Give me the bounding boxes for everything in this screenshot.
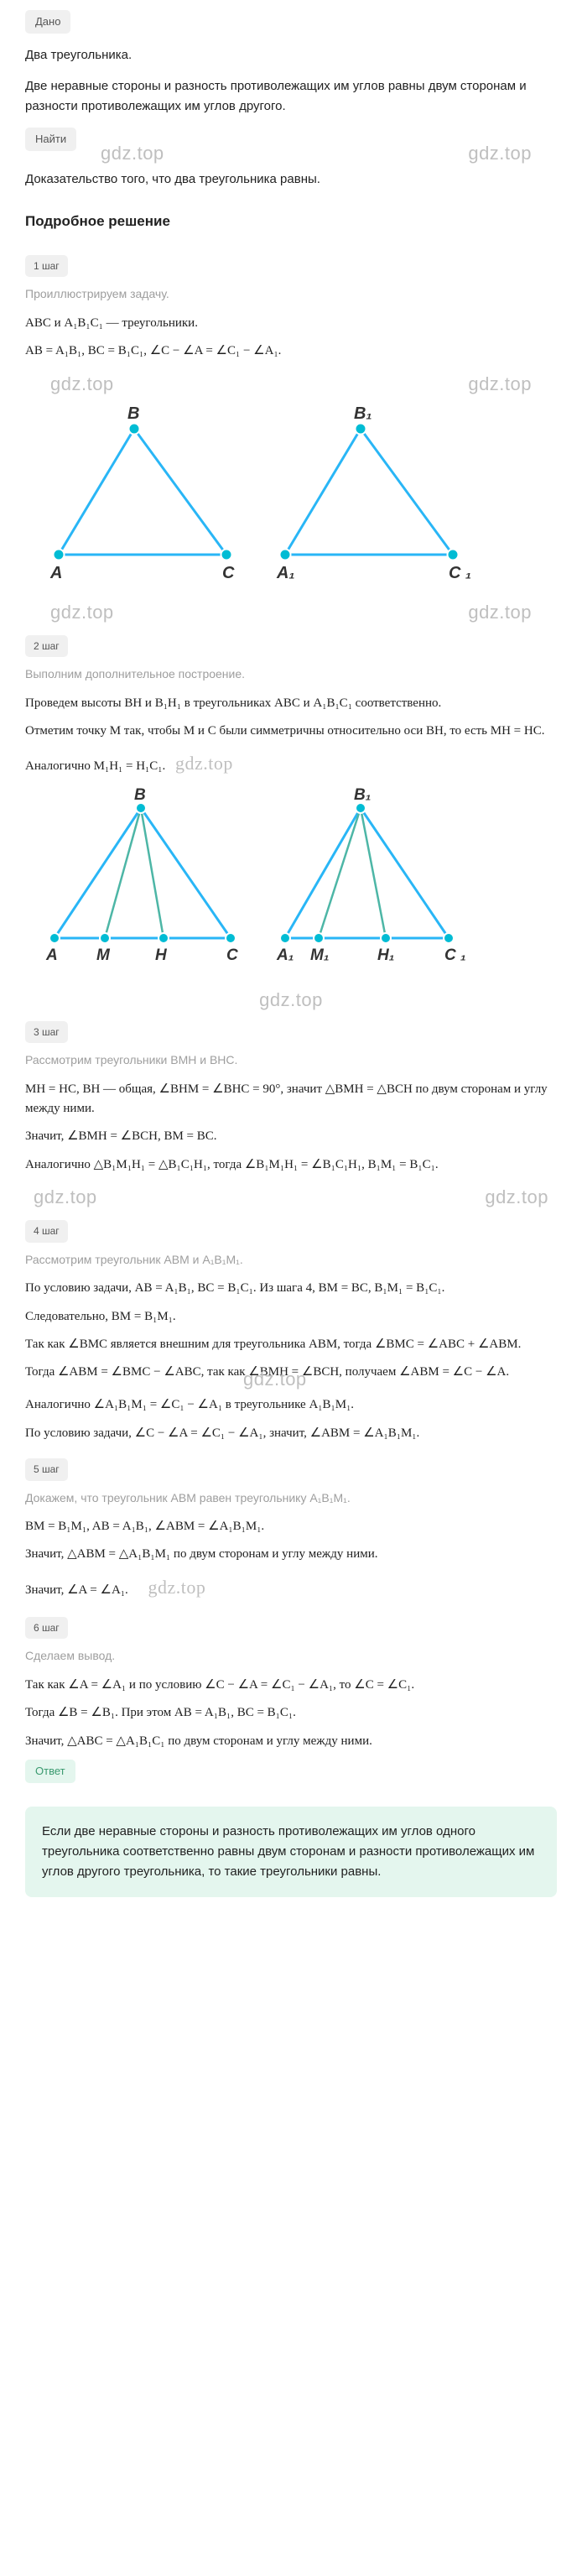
step-tag-3: 3 шаг [25, 1021, 68, 1044]
svg-text:H₁: H₁ [377, 946, 394, 964]
svg-text:C ₁: C ₁ [444, 946, 466, 964]
watermark: gdz.top [468, 370, 532, 399]
watermark: gdz.top [468, 598, 532, 627]
watermark: gdz.top [34, 1183, 97, 1212]
svg-text:M₁: M₁ [310, 946, 330, 964]
s2-l1: Проведем высоты BH и B₁H₁ в треугольника… [25, 694, 557, 713]
s2-l3: Аналогично M₁H₁ = H₁C₁. gdz.top [25, 749, 557, 778]
svg-text:H: H [155, 946, 168, 964]
step-intro-2: Выполним дополнительное построение. [25, 665, 557, 684]
watermark-row-2: gdz.top gdz.top [25, 370, 557, 399]
svg-text:A₁: A₁ [276, 946, 294, 964]
watermark: gdz.top [50, 598, 114, 627]
s2-l3-text: Аналогично M₁H₁ = H₁C₁. [25, 759, 165, 773]
s1-l2: AB = A₁B₁, BC = B₁C₁, ∠C − ∠A = ∠C₁ − ∠A… [25, 342, 557, 361]
solution-heading: Подробное решение [25, 211, 557, 232]
find-text: Доказательство того, что два треугольник… [25, 169, 557, 189]
s4-l3: Так как ∠BMC является внешним для треуго… [25, 1335, 557, 1354]
svg-text:B: B [134, 787, 146, 804]
svg-text:B₁: B₁ [354, 787, 371, 804]
watermark: gdz.top [485, 1183, 548, 1212]
watermark: gdz.top [101, 139, 164, 168]
step-intro-3: Рассмотрим треугольники BMH и BHC. [25, 1051, 557, 1070]
watermark: gdz.top [148, 1577, 206, 1598]
figure-2: A M H C B A₁ M₁ H₁ C ₁ B₁ [25, 787, 557, 976]
given-p2: Две неравные стороны и разность противол… [25, 76, 557, 116]
svg-text:A: A [49, 564, 62, 582]
s4-l1: По условию задачи, AB = A₁B₁, BC = B₁C₁.… [25, 1279, 557, 1298]
tag-find: Найти [25, 128, 76, 151]
s2-l2: Отметим точку M так, чтобы M и C были си… [25, 722, 557, 741]
s6-l2: Тогда ∠B = ∠B₁. При этом AB = A₁B₁, BC =… [25, 1703, 557, 1723]
tag-given: Дано [25, 10, 70, 34]
svg-text:A: A [45, 946, 58, 964]
s3-l3-text: Аналогично △B₁M₁H₁ = △B₁C₁H₁, тогда ∠B₁M… [25, 1158, 439, 1171]
s5-l2: Значит, △ABM = △A₁B₁M₁ по двум сторонам … [25, 1545, 557, 1564]
figure-1: A B C A₁ B₁ C ₁ [25, 404, 557, 588]
s5-l3-text: Значит, ∠A = ∠A₁. [25, 1583, 128, 1597]
watermark: gdz.top [259, 989, 323, 1010]
watermark: gdz.top [175, 753, 233, 774]
svg-text:C: C [222, 564, 235, 582]
step-intro-1: Проиллюстрируем задачу. [25, 285, 557, 304]
svg-text:M: M [96, 946, 111, 964]
step-tag-1: 1 шаг [25, 255, 68, 278]
s6-l1: Так как ∠A = ∠A₁ и по условию ∠C − ∠A = … [25, 1676, 557, 1695]
step-intro-4: Рассмотрим треугольник ABM и A₁B₁M₁. [25, 1251, 557, 1270]
s3-l1: MH = HC, BH — общая, ∠BHM = ∠BHC = 90°, … [25, 1080, 557, 1119]
s4-l5: Аналогично ∠A₁B₁M₁ = ∠C₁ − ∠A₁ в треугол… [25, 1395, 557, 1415]
watermark-row-3: gdz.top gdz.top [25, 598, 557, 627]
s1-l1: ABC и A₁B₁C₁ — треугольники. [25, 314, 557, 333]
step-tag-4: 4 шаг [25, 1220, 68, 1243]
step-intro-5: Докажем, что треугольник ABM равен треуг… [25, 1489, 557, 1508]
s5-l1: BM = B₁M₁, AB = A₁B₁, ∠ABM = ∠A₁B₁M₁. [25, 1517, 557, 1536]
watermark-row-1: gdz.top gdz.top [25, 139, 557, 168]
tag-answer: Ответ [25, 1760, 75, 1783]
svg-text:C: C [226, 946, 238, 964]
step-tag-2: 2 шаг [25, 635, 68, 658]
watermark: gdz.top [243, 1365, 307, 1394]
watermark-row-5: gdz.top gdz.top [25, 1183, 557, 1212]
svg-text:B₁: B₁ [354, 404, 372, 423]
s4-l2: Следовательно, BM = B₁M₁. [25, 1307, 557, 1327]
s3-l2: Значит, ∠BMH = ∠BCH, BM = BC. [25, 1127, 557, 1146]
svg-text:C ₁: C ₁ [449, 564, 471, 582]
s5-l3: Значит, ∠A = ∠A₁. gdz.top [25, 1573, 557, 1602]
s6-l3: Значит, △ABC = △A₁B₁C₁ по двум сторонам … [25, 1732, 557, 1751]
given-p1: Два треугольника. [25, 45, 557, 65]
step-tag-6: 6 шаг [25, 1617, 68, 1640]
s4-l6: По условию задачи, ∠C − ∠A = ∠C₁ − ∠A₁, … [25, 1424, 557, 1443]
svg-text:A₁: A₁ [276, 564, 294, 582]
answer-box: Если две неравные стороны и разность про… [25, 1807, 557, 1897]
watermark: gdz.top [468, 139, 532, 168]
watermark-row-4: gdz.top [25, 986, 557, 1014]
s3-l3: Аналогично △B₁M₁H₁ = △B₁C₁H₁, тогда ∠B₁M… [25, 1155, 557, 1175]
step-intro-6: Сделаем вывод. [25, 1647, 557, 1666]
step-tag-5: 5 шаг [25, 1458, 68, 1481]
watermark: gdz.top [50, 370, 114, 399]
svg-text:B: B [127, 404, 139, 423]
